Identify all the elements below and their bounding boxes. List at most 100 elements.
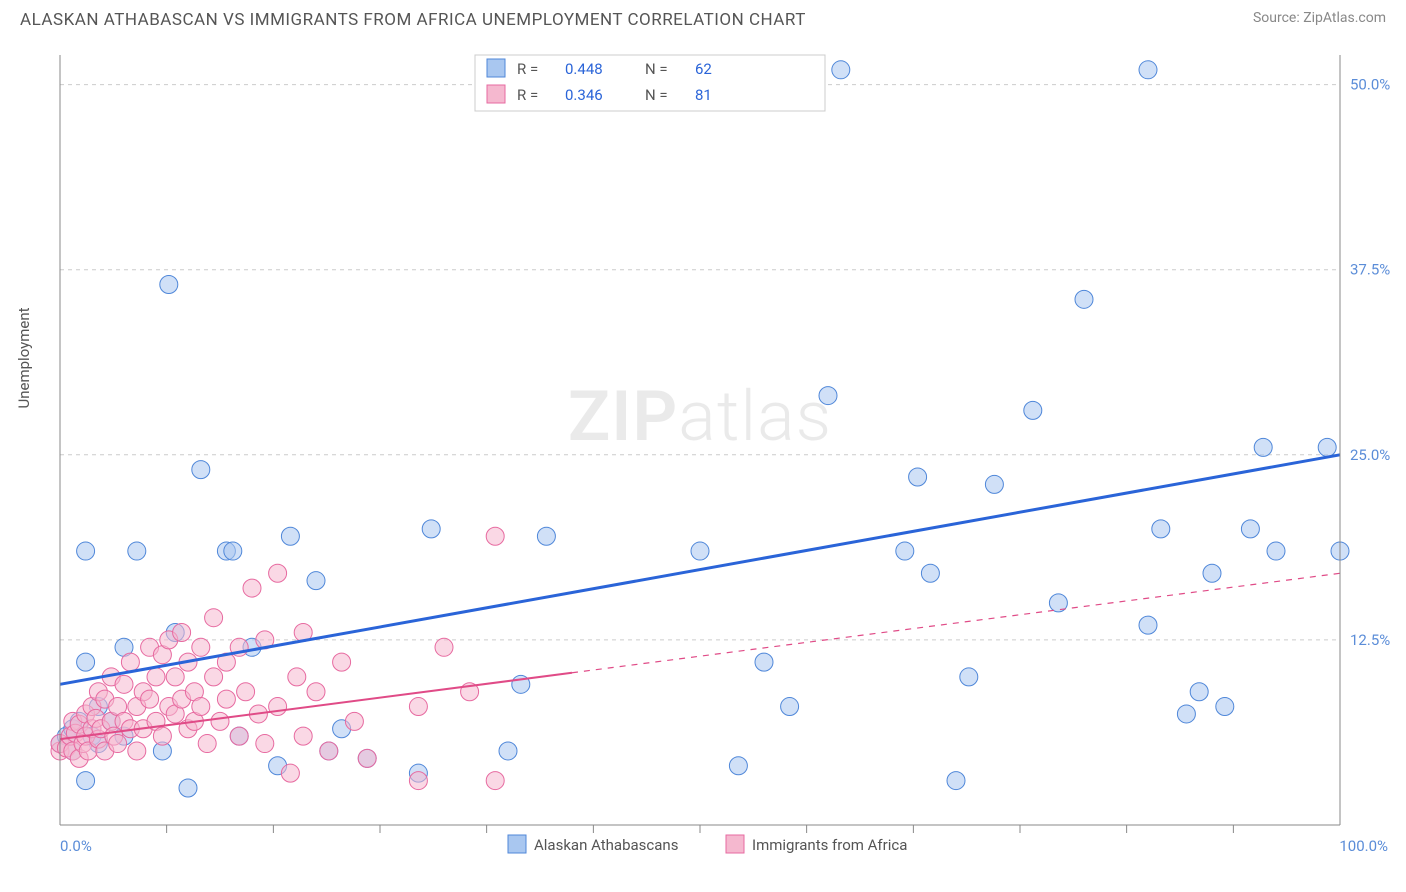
data-point	[947, 772, 965, 790]
data-point	[1024, 401, 1042, 419]
data-point	[819, 387, 837, 405]
data-point	[217, 690, 235, 708]
data-point	[77, 542, 95, 560]
data-point	[409, 698, 427, 716]
data-point	[192, 461, 210, 479]
trend-line-dashed	[572, 573, 1340, 673]
data-point	[307, 572, 325, 590]
data-point	[166, 668, 184, 686]
data-point	[269, 564, 287, 582]
data-point	[121, 653, 139, 671]
data-point	[192, 698, 210, 716]
data-point	[921, 564, 939, 582]
y-tick-label: 25.0%	[1350, 446, 1390, 464]
data-point	[109, 735, 127, 753]
source-label: Source: ZipAtlas.com	[1253, 10, 1386, 26]
data-point	[486, 772, 504, 790]
data-point	[160, 276, 178, 294]
data-point	[1216, 698, 1234, 716]
legend-series-label: Alaskan Athabascans	[534, 836, 678, 854]
scatter-chart: 12.5% 25.0% 37.5% 50.0% ZIPatlas 0.0% 100.0% R …	[20, 45, 1400, 865]
data-point	[1075, 290, 1093, 308]
data-point	[435, 638, 453, 656]
data-point	[333, 653, 351, 671]
y-tick-label: 12.5%	[1350, 631, 1390, 649]
data-point	[77, 772, 95, 790]
x-tick-label: 0.0%	[60, 837, 92, 855]
data-point	[294, 727, 312, 745]
data-point	[192, 638, 210, 656]
data-point	[729, 757, 747, 775]
data-point	[1203, 564, 1221, 582]
y-tick-label: 37.5%	[1350, 261, 1390, 279]
data-point	[237, 683, 255, 701]
data-point	[307, 683, 325, 701]
data-point	[205, 609, 223, 627]
data-point	[909, 468, 927, 486]
data-point	[409, 772, 427, 790]
data-point	[1190, 683, 1208, 701]
data-point	[1177, 705, 1195, 723]
legend-n-value: 81	[695, 86, 712, 104]
data-point	[985, 475, 1003, 493]
data-point	[224, 542, 242, 560]
data-point	[256, 735, 274, 753]
y-axis-label: Unemployment	[15, 307, 33, 408]
chart-title: ALASKAN ATHABASCAN VS IMMIGRANTS FROM AF…	[20, 10, 806, 30]
data-point	[960, 668, 978, 686]
data-point	[896, 542, 914, 560]
data-point	[345, 712, 363, 730]
data-point	[198, 735, 216, 753]
x-tick-label: 100.0%	[1339, 837, 1388, 855]
y-tick-label: 50.0%	[1350, 76, 1390, 94]
legend-r-label: R =	[517, 60, 538, 78]
data-point	[320, 742, 338, 760]
data-point	[486, 527, 504, 545]
data-point	[153, 727, 171, 745]
watermark: ZIPatlas	[568, 376, 832, 458]
data-point	[537, 527, 555, 545]
data-point	[691, 542, 709, 560]
data-point	[1318, 438, 1336, 456]
legend-r-value: 0.346	[565, 86, 603, 104]
data-point	[230, 727, 248, 745]
data-point	[173, 624, 191, 642]
data-point	[1241, 520, 1259, 538]
legend-swatch	[487, 59, 505, 77]
data-point	[128, 542, 146, 560]
data-point	[269, 698, 287, 716]
data-point	[115, 675, 133, 693]
legend-swatch	[726, 835, 744, 853]
legend-swatch	[508, 835, 526, 853]
data-point	[755, 653, 773, 671]
legend-n-value: 62	[695, 60, 712, 78]
data-point	[243, 579, 261, 597]
data-point	[1254, 438, 1272, 456]
data-point	[147, 668, 165, 686]
data-point	[1152, 520, 1170, 538]
data-point	[281, 764, 299, 782]
data-point	[422, 520, 440, 538]
data-point	[781, 698, 799, 716]
data-point	[128, 742, 146, 760]
data-point	[499, 742, 517, 760]
legend-n-label: N =	[645, 60, 668, 78]
legend-r-label: R =	[517, 86, 538, 104]
data-point	[77, 653, 95, 671]
trend-line	[60, 455, 1340, 685]
data-point	[358, 749, 376, 767]
data-point	[281, 527, 299, 545]
legend-r-value: 0.448	[565, 60, 603, 78]
data-point	[1139, 616, 1157, 634]
legend-series-label: Immigrants from Africa	[752, 836, 907, 854]
data-point	[179, 779, 197, 797]
data-point	[141, 690, 159, 708]
legend-swatch	[487, 85, 505, 103]
legend-n-label: N =	[645, 86, 668, 104]
data-point	[205, 668, 223, 686]
data-point	[1139, 61, 1157, 79]
data-point	[1267, 542, 1285, 560]
data-point	[832, 61, 850, 79]
data-point	[211, 712, 229, 730]
data-point	[288, 668, 306, 686]
